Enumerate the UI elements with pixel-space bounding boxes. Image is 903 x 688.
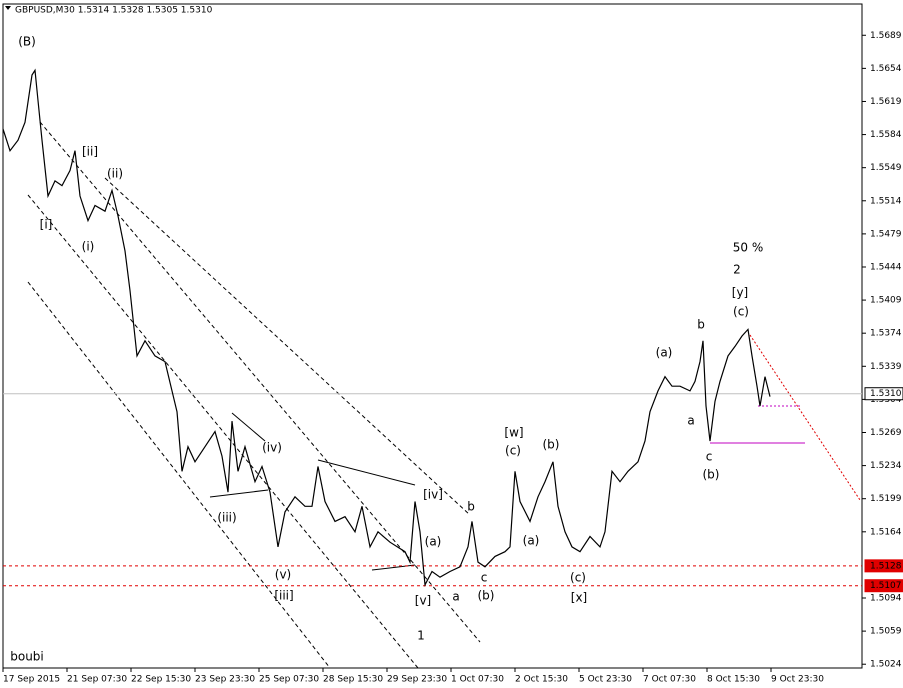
y-tick-label: 1.5164 xyxy=(870,527,902,537)
wave-label: [iii] xyxy=(274,589,293,603)
x-tick-label: 28 Sep 15:30 xyxy=(323,675,383,685)
wave-label: (b) xyxy=(543,438,560,452)
x-tick-label: 21 Sep 07:30 xyxy=(67,675,127,685)
level-label-box xyxy=(864,559,903,573)
y-tick-label: 1.5549 xyxy=(870,163,902,173)
wave-label: c xyxy=(481,571,488,585)
y-tick-label: 1.5479 xyxy=(870,229,902,239)
level-label-box xyxy=(864,387,903,401)
wave-label: boubi xyxy=(10,650,44,664)
y-tick-label: 1.5339 xyxy=(870,362,902,372)
wave-label: (i) xyxy=(82,240,95,254)
wave-label: b xyxy=(697,318,705,332)
level-label: 1.5310 xyxy=(870,389,902,399)
y-tick-label: 1.5444 xyxy=(870,262,902,272)
wave-label: 50 % xyxy=(733,241,764,255)
x-tick-label: 29 Sep 23:30 xyxy=(387,675,447,685)
wave-label: [w] xyxy=(504,426,523,440)
wave-label: 2 xyxy=(733,263,741,277)
wave-label: (a) xyxy=(425,535,442,549)
header-arrow xyxy=(5,6,11,10)
x-tick-label: 2 Oct 15:30 xyxy=(515,675,568,685)
projection-line xyxy=(749,334,861,501)
chart-title: GBPUSD,M30 1.5314 1.5328 1.5305 1.5310 xyxy=(15,6,213,16)
wave-label: [x] xyxy=(571,591,587,605)
wave-label: [ii] xyxy=(82,145,98,159)
wave-label: (c) xyxy=(733,305,749,319)
y-tick-label: 1.5024 xyxy=(870,660,902,670)
x-tick-label: 1 Oct 07:30 xyxy=(451,675,504,685)
wave-label: [y] xyxy=(732,286,748,300)
wave-label: (iv) xyxy=(262,441,282,455)
pattern-line xyxy=(209,489,269,498)
wave-label: (a) xyxy=(523,534,540,548)
wave-label: c xyxy=(706,450,713,464)
x-tick-label: 9 Oct 23:30 xyxy=(771,675,824,685)
pattern-line xyxy=(317,459,416,486)
price-line xyxy=(2,68,771,587)
wave-label: a xyxy=(687,414,694,428)
channel-line xyxy=(104,177,471,516)
y-tick-label: 1.5059 xyxy=(870,627,902,637)
wave-label: [iv] xyxy=(423,488,443,502)
y-tick-label: 1.5584 xyxy=(870,130,902,140)
wave-label: (ii) xyxy=(107,167,123,181)
level-label-box xyxy=(864,579,903,593)
level-label: 1.5128 xyxy=(870,561,902,571)
level-label: 1.5107 xyxy=(870,581,902,591)
y-tick-label: 1.5654 xyxy=(870,64,902,74)
x-tick-label: 23 Sep 23:30 xyxy=(195,675,255,685)
pattern-line xyxy=(231,412,266,442)
y-tick-label: 1.5619 xyxy=(870,97,902,107)
y-tick-label: 1.5234 xyxy=(870,461,902,471)
y-tick-label: 1.5374 xyxy=(870,329,902,339)
y-tick-label: 1.5514 xyxy=(870,196,902,206)
x-tick-label: 25 Sep 07:30 xyxy=(259,675,319,685)
x-tick-label: 8 Oct 15:30 xyxy=(707,675,760,685)
wave-label: b xyxy=(467,500,475,514)
wave-label: 1 xyxy=(417,629,425,643)
y-tick-label: 1.5269 xyxy=(870,428,902,438)
wave-label: (B) xyxy=(18,35,36,49)
x-tick-label: 17 Sep 2015 xyxy=(3,675,60,685)
y-tick-label: 1.5409 xyxy=(870,296,902,306)
plot-frame xyxy=(2,3,863,669)
channel-line xyxy=(27,281,331,669)
x-tick-label: 5 Oct 23:30 xyxy=(579,675,632,685)
wave-label: (b) xyxy=(703,468,720,482)
wave-label: (c) xyxy=(505,444,521,458)
y-tick-label: 1.5199 xyxy=(870,494,902,504)
y-tick-label: 1.5689 xyxy=(870,31,902,41)
y-tick-label: 1.5094 xyxy=(870,594,902,604)
wave-label: (iii) xyxy=(217,511,236,525)
wave-label: [i] xyxy=(40,218,53,232)
wave-label: (v) xyxy=(275,568,291,582)
wave-label: (c) xyxy=(570,571,586,585)
wave-label: (b) xyxy=(478,589,495,603)
x-tick-label: 22 Sep 15:30 xyxy=(131,675,191,685)
wave-label: a xyxy=(452,590,459,604)
wave-label: [v] xyxy=(415,594,431,608)
wave-label: (a) xyxy=(656,346,673,360)
x-tick-label: 7 Oct 07:30 xyxy=(643,675,696,685)
